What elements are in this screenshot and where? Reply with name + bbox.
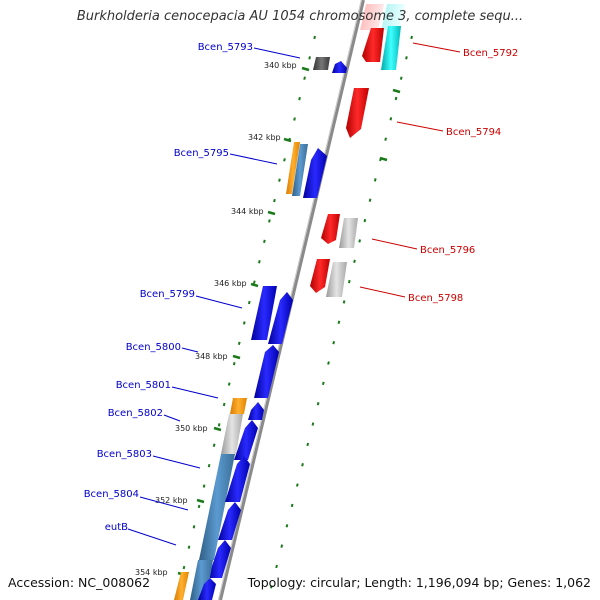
gene-label[interactable]: Bcen_5799 bbox=[140, 289, 195, 300]
accession-label: Accession: bbox=[8, 575, 75, 590]
gene-gray-5802[interactable] bbox=[221, 414, 243, 454]
gene-label[interactable]: Bcen_5794 bbox=[446, 127, 501, 138]
gene-bcen-5795[interactable] bbox=[303, 148, 327, 198]
genes-value: 1,062 bbox=[555, 575, 591, 590]
gene-bcen-5803[interactable] bbox=[225, 456, 250, 502]
tick-label: 348 kbp bbox=[195, 352, 228, 361]
gene-bcen-5796[interactable] bbox=[321, 214, 340, 244]
gene-label[interactable]: Bcen_5792 bbox=[463, 48, 518, 59]
gene-orange-bottom[interactable] bbox=[174, 572, 189, 600]
gene-orange-5801[interactable] bbox=[230, 398, 247, 414]
map-title: Burkholderia cenocepacia AU 1054 chromos… bbox=[76, 9, 524, 24]
gene-dark-5793[interactable] bbox=[313, 57, 330, 70]
gene-bcen-5798[interactable] bbox=[310, 259, 330, 293]
gene-label[interactable]: Bcen_5803 bbox=[97, 449, 152, 460]
topology-value: circular bbox=[310, 575, 357, 590]
tick-label: 350 kbp bbox=[175, 424, 208, 433]
tick-track-outer bbox=[267, 35, 413, 600]
gene-label[interactable]: Bcen_5793 bbox=[198, 42, 253, 53]
tick-track-inner bbox=[175, 35, 316, 600]
gene-label[interactable]: Bcen_5801 bbox=[116, 380, 171, 391]
gene-bcen-5794[interactable] bbox=[346, 88, 369, 138]
gene-steel-5803[interactable] bbox=[199, 454, 235, 560]
gene-bcen-5804[interactable] bbox=[218, 502, 241, 540]
length-value: 1,196,094 bp bbox=[415, 575, 500, 590]
gene-blue-bottom[interactable] bbox=[198, 578, 216, 600]
tick-label: 346 kbp bbox=[214, 279, 247, 288]
tick-label: 340 kbp bbox=[264, 61, 297, 70]
gene-label[interactable]: Bcen_5804 bbox=[84, 489, 139, 500]
gene-bcen-5800[interactable] bbox=[254, 345, 279, 398]
gene-eutB[interactable] bbox=[208, 540, 231, 578]
genes-label: Genes: bbox=[507, 575, 552, 590]
gene-bcen-5799a[interactable] bbox=[251, 286, 277, 340]
gene-bcen-5802[interactable] bbox=[234, 420, 258, 460]
gene-bcen-5792[interactable] bbox=[362, 28, 384, 62]
gene-gray-5798b[interactable] bbox=[326, 262, 347, 297]
topology-label: Topology: bbox=[247, 575, 307, 590]
gene-label[interactable]: Bcen_5796 bbox=[420, 245, 475, 256]
length-label: Length: bbox=[364, 575, 412, 590]
gene-faded-top bbox=[360, 4, 406, 30]
tick-label: 344 kbp bbox=[231, 207, 264, 216]
gene-label[interactable]: eutB bbox=[105, 522, 128, 533]
accession-value: NC_008062 bbox=[78, 575, 151, 590]
gene-label[interactable]: Bcen_5802 bbox=[108, 408, 163, 419]
tick-label: 342 kbp bbox=[248, 133, 281, 142]
major-ticks bbox=[177, 66, 401, 577]
gene-gray-5796b[interactable] bbox=[339, 218, 358, 248]
gene-steel-5795[interactable] bbox=[292, 144, 308, 196]
gene-label[interactable]: Bcen_5800 bbox=[126, 342, 181, 353]
gene-orange-5795[interactable] bbox=[286, 142, 300, 194]
gene-bcen-5801[interactable] bbox=[248, 402, 264, 420]
gene-label[interactable]: Bcen_5795 bbox=[174, 148, 229, 159]
forward-leader-lines bbox=[359, 42, 461, 298]
gene-bcen-5799[interactable] bbox=[268, 292, 293, 344]
gene-bcen-5793[interactable] bbox=[332, 61, 347, 73]
reverse-leader-lines bbox=[127, 47, 301, 546]
gene-cyan-top[interactable] bbox=[381, 26, 401, 70]
gene-label[interactable]: Bcen_5798 bbox=[408, 293, 463, 304]
tick-label: 352 kbp bbox=[155, 496, 188, 505]
tick-labels: 340 kbp 342 kbp 344 kbp 346 kbp 348 kbp … bbox=[135, 61, 297, 577]
genome-stats: Topology: circular; Length: 1,196,094 bp… bbox=[247, 575, 591, 590]
tick-label: 354 kbp bbox=[135, 568, 168, 577]
accession-info: Accession: NC_008062 bbox=[8, 575, 150, 590]
